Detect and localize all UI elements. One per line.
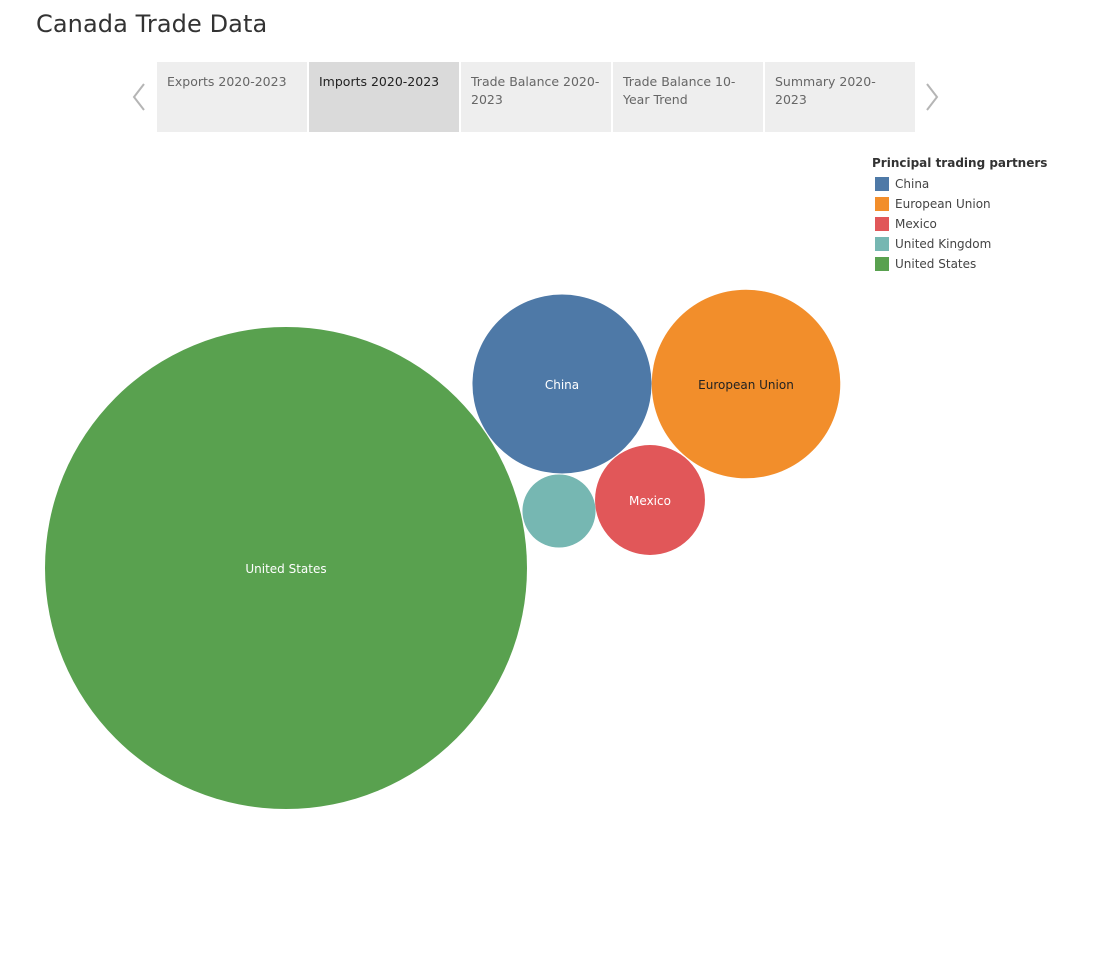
bubble-chart: United States China European Union Mexico <box>45 289 841 809</box>
legend-title: Principal trading partners <box>872 156 1048 170</box>
legend-label: China <box>895 177 930 191</box>
bubble-label-united-states: United States <box>245 562 326 576</box>
page-title: Canada Trade Data <box>36 10 268 38</box>
legend-swatch <box>875 257 889 271</box>
tab-exports[interactable]: Exports 2020-2023 <box>157 62 307 132</box>
legend-swatch <box>875 217 889 231</box>
bubble-european-union[interactable] <box>651 289 841 479</box>
legend-item-european-union[interactable]: European Union <box>872 194 1047 214</box>
chevron-right-icon[interactable] <box>921 80 943 114</box>
tab-trade-balance-trend[interactable]: Trade Balance 10-Year Trend <box>613 62 763 132</box>
legend-label: European Union <box>895 197 991 211</box>
legend-swatch <box>875 237 889 251</box>
tab-trade-balance[interactable]: Trade Balance 2020-2023 <box>461 62 611 132</box>
legend: Principal trading partners China Europea… <box>872 156 1047 274</box>
legend-item-mexico[interactable]: Mexico <box>872 214 1047 234</box>
legend-swatch <box>875 197 889 211</box>
tab-imports[interactable]: Imports 2020-2023 <box>309 62 459 132</box>
legend-label: United Kingdom <box>895 237 992 251</box>
legend-item-united-kingdom[interactable]: United Kingdom <box>872 234 1047 254</box>
bubble-label-european-union: European Union <box>698 378 794 392</box>
legend-label: United States <box>895 257 977 271</box>
legend-item-united-states[interactable]: United States <box>872 254 1047 274</box>
legend-item-china[interactable]: China <box>872 174 1047 194</box>
legend-label: Mexico <box>895 217 937 231</box>
chevron-left-icon[interactable] <box>128 80 150 114</box>
bubble-united-kingdom[interactable] <box>522 474 596 548</box>
tab-summary[interactable]: Summary 2020-2023 <box>765 62 915 132</box>
story-tabs: Exports 2020-2023 Imports 2020-2023 Trad… <box>157 62 915 132</box>
bubble-china[interactable] <box>472 294 652 474</box>
bubble-mexico[interactable] <box>595 445 705 555</box>
bubble-label-china: China <box>545 378 579 392</box>
bubble-united-states[interactable] <box>45 327 527 809</box>
bubble-label-mexico: Mexico <box>629 494 671 508</box>
legend-swatch <box>875 177 889 191</box>
